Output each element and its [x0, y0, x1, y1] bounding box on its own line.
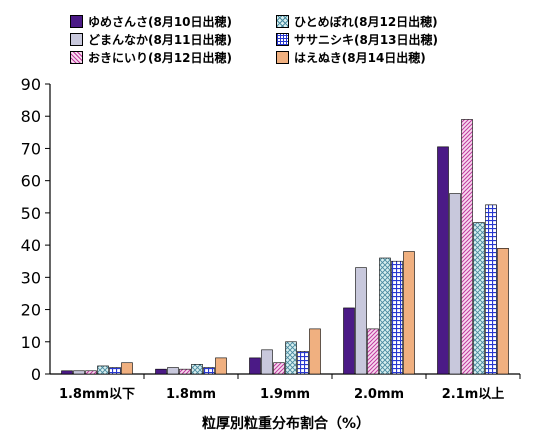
bar-series-6-cat-3	[309, 328, 321, 375]
x-tick-label: 1.8mm以下	[59, 387, 135, 402]
y-tick-label: 80	[21, 107, 41, 126]
tick-labels: 0 10 20 30 40 50 60 70 80 90 1.8mm以下 1.8mm 1.9mm 2.0m…	[21, 75, 505, 402]
bar-series-1-cat-3	[249, 357, 261, 375]
bar-series-2-cat-2	[167, 367, 179, 375]
bar-series-4-cat-3	[285, 341, 297, 375]
legend-label: どまんなか(8月11日出穂)	[88, 32, 233, 47]
y-tick-label: 0	[31, 365, 41, 384]
legend-label: ゆめさんさ(8月10日出穂)	[88, 14, 233, 29]
x-tick-label: 1.8mm	[166, 387, 216, 402]
legend-swatch	[276, 50, 289, 64]
legend-item: はえぬき(8月14日出穂)	[276, 49, 490, 65]
legend-swatch	[70, 32, 83, 46]
bar-series-4-cat-4	[379, 257, 391, 375]
bar-series-4-cat-5	[473, 222, 485, 375]
bar-series-6-cat-5	[497, 248, 509, 375]
legend-swatch	[276, 14, 289, 28]
y-tick-label: 30	[21, 268, 41, 287]
legend: ゆめさんさ(8月10日出穂) ひとめぼれ(8月12日出穂) どまんなか(8月11日出…	[70, 13, 490, 65]
legend-item: どまんなか(8月11日出穂)	[70, 31, 276, 47]
bar-series-2-cat-3	[261, 349, 273, 375]
bar-series-2-cat-1	[73, 370, 85, 375]
y-tick-label: 20	[21, 301, 41, 320]
x-tick-label: 1.9mm	[260, 387, 310, 402]
bar-series-6-cat-4	[403, 251, 415, 375]
y-tick-label: 70	[21, 139, 41, 158]
bar-series-3-cat-1	[85, 370, 97, 375]
bar-series-4-cat-1	[97, 365, 109, 375]
y-tick-label: 90	[21, 75, 41, 94]
x-axis-label: 粒厚別粒重分布割合（%）	[202, 415, 370, 432]
legend-swatch	[70, 14, 83, 28]
legend-item: ササニシキ(8月13日出穂)	[276, 31, 490, 47]
y-tick-label: 50	[21, 204, 41, 223]
bar-series-3-cat-4	[367, 328, 379, 375]
bars	[61, 119, 509, 375]
legend-item: ひとめぼれ(8月12日出穂)	[276, 13, 490, 29]
bar-series-3-cat-3	[273, 362, 285, 375]
bar-series-2-cat-5	[449, 193, 461, 375]
bar-series-2-cat-4	[355, 267, 367, 375]
y-tick-label: 40	[21, 236, 41, 255]
bar-series-6-cat-2	[215, 357, 227, 375]
bar-series-5-cat-3	[297, 351, 309, 375]
bar-series-3-cat-2	[179, 368, 191, 375]
legend-label: はえぬき(8月14日出穂)	[294, 50, 426, 65]
bar-series-5-cat-4	[391, 260, 403, 375]
y-tick-label: 60	[21, 172, 41, 191]
bar-series-4-cat-2	[191, 364, 203, 375]
bar-series-6-cat-1	[121, 362, 133, 375]
bar-series-1-cat-2	[155, 368, 167, 375]
legend-swatch	[276, 32, 289, 46]
bar-series-1-cat-4	[343, 307, 355, 375]
legend-label: ササニシキ(8月13日出穂)	[294, 32, 439, 47]
x-tick-label: 2.1m以上	[442, 387, 505, 402]
legend-swatch	[70, 50, 83, 64]
bar-series-3-cat-5	[461, 119, 473, 375]
bar-series-5-cat-5	[485, 204, 497, 375]
x-tick-label: 2.0mm	[354, 387, 404, 402]
bar-series-5-cat-1	[109, 367, 121, 375]
legend-label: ひとめぼれ(8月12日出穂)	[294, 14, 438, 29]
y-tick-label: 10	[21, 333, 41, 352]
legend-label: おきにいり(8月12日出穂)	[88, 50, 233, 65]
bar-series-1-cat-1	[61, 370, 73, 375]
legend-item: ゆめさんさ(8月10日出穂)	[70, 13, 276, 29]
legend-item: おきにいり(8月12日出穂)	[70, 49, 276, 65]
bar-series-5-cat-2	[203, 367, 215, 375]
bar-series-1-cat-5	[437, 146, 449, 375]
